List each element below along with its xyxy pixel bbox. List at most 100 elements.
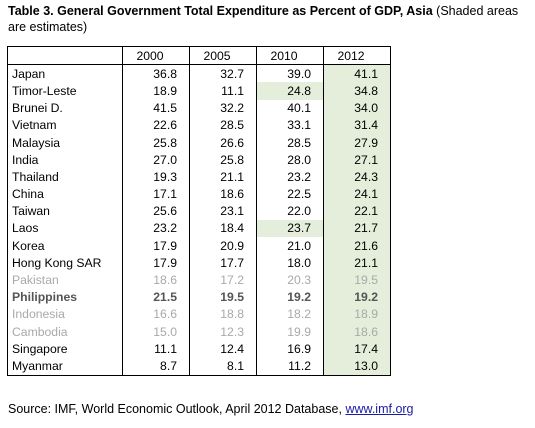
value-2010-cell: 23.7 <box>256 219 324 238</box>
value-2000-cell: 36.8 <box>122 64 190 83</box>
value-2010-cell: 40.1 <box>256 99 324 117</box>
country-cell: Laos <box>12 221 39 236</box>
country-cell: India <box>12 152 39 167</box>
country-cell: Vietnam <box>12 118 57 133</box>
country-cell: Brunei D. <box>12 101 63 116</box>
value-2010-cell: 39.0 <box>256 64 324 83</box>
value-2000-cell: 17.9 <box>122 254 190 272</box>
table-header-row: 2000 2005 2010 2012 <box>7 46 391 66</box>
value-2005-cell: 23.1 <box>189 202 257 220</box>
table-row: Vietnam 22.6 28.5 33.1 31.4 <box>8 116 391 134</box>
country-cell: Japan <box>12 66 46 81</box>
value-2000-cell: 25.6 <box>122 202 190 220</box>
value-2005-cell: 18.8 <box>189 305 257 323</box>
header-2000: 2000 <box>122 46 190 66</box>
value-2000-cell: 19.3 <box>122 168 190 186</box>
value-2010-cell: 19.9 <box>256 323 324 341</box>
table-row: Myanmar 8.7 8.1 11.2 13.0 <box>8 357 391 376</box>
table-row: Brunei D. 41.5 32.2 40.1 34.0 <box>8 99 391 117</box>
value-2012-cell: 24.1 <box>323 185 391 203</box>
country-cell: Taiwan <box>12 204 50 219</box>
table-row: Philippines 21.5 19.5 19.2 19.2 <box>8 288 391 306</box>
table-row: Laos 23.2 18.4 23.7 21.7 <box>8 219 391 238</box>
value-2012-cell: 13.0 <box>323 357 391 376</box>
expenditure-table: 2000 2005 2010 2012 Japan 36.8 32.7 39.0 41.… <box>7 46 391 376</box>
table-row: Japan 36.8 32.7 39.0 41.1 <box>8 64 391 83</box>
country-cell: Hong Kong SAR <box>12 255 102 270</box>
country-cell: Indonesia <box>12 307 65 322</box>
table-row: Pakistan 18.6 17.2 20.3 19.5 <box>8 271 391 289</box>
table-row: Cambodia 15.0 12.3 19.9 18.6 <box>8 323 391 341</box>
country-cell: Korea <box>12 238 45 253</box>
value-2012-cell: 21.7 <box>323 219 391 238</box>
value-2012-cell: 31.4 <box>323 116 391 134</box>
value-2010-cell: 19.2 <box>256 288 324 306</box>
country-cell: Malaysia <box>12 135 61 150</box>
value-2005-cell: 21.1 <box>189 168 257 186</box>
table-row: Malaysia 25.8 26.6 28.5 27.9 <box>8 133 391 152</box>
value-2010-cell: 16.9 <box>256 340 324 358</box>
value-2010-cell: 22.0 <box>256 202 324 220</box>
value-2010-cell: 20.3 <box>256 271 324 289</box>
header-2005: 2005 <box>189 46 257 66</box>
table-title-note: (Shaded areas are estimates) <box>8 4 519 34</box>
value-2010-cell: 28.5 <box>256 133 324 152</box>
value-2012-cell: 19.2 <box>323 288 391 306</box>
value-2010-cell: 28.0 <box>256 151 324 169</box>
value-2010-cell: 18.2 <box>256 305 324 323</box>
table-title: Table 3. General Government Total Expend… <box>8 3 528 35</box>
value-2012-cell: 34.0 <box>323 99 391 117</box>
value-2000-cell: 18.9 <box>122 82 190 100</box>
value-2000-cell: 16.6 <box>122 305 190 323</box>
table-row: Singapore 11.1 12.4 16.9 17.4 <box>8 340 391 358</box>
value-2005-cell: 18.4 <box>189 219 257 238</box>
country-cell: Philippines <box>12 290 78 305</box>
value-2000-cell: 21.5 <box>122 288 190 306</box>
value-2012-cell: 34.8 <box>323 82 391 100</box>
value-2000-cell: 41.5 <box>122 99 190 117</box>
value-2012-cell: 22.1 <box>323 202 391 220</box>
value-2005-cell: 8.1 <box>189 357 257 376</box>
table-row: Timor-Leste 18.9 11.1 24.8 34.8 <box>8 82 391 100</box>
source-link[interactable]: www.imf.org <box>345 402 414 416</box>
value-2005-cell: 32.7 <box>189 64 257 83</box>
value-2012-cell: 27.1 <box>323 151 391 169</box>
table-row: Hong Kong SAR 17.9 17.7 18.0 21.1 <box>8 254 391 272</box>
value-2012-cell: 17.4 <box>323 340 391 358</box>
value-2010-cell: 22.5 <box>256 185 324 203</box>
country-cell: China <box>12 187 44 202</box>
value-2012-cell: 19.5 <box>323 271 391 289</box>
value-2005-cell: 19.5 <box>189 288 257 306</box>
value-2010-cell: 24.8 <box>256 82 324 100</box>
value-2000-cell: 17.9 <box>122 237 190 255</box>
value-2000-cell: 17.1 <box>122 185 190 203</box>
value-2005-cell: 17.2 <box>189 271 257 289</box>
source-text: Source: IMF, World Economic Outlook, Apr… <box>8 402 346 416</box>
table-row: India 27.0 25.8 28.0 27.1 <box>8 151 391 169</box>
value-2000-cell: 27.0 <box>122 151 190 169</box>
country-cell: Myanmar <box>12 358 63 373</box>
value-2010-cell: 11.2 <box>256 357 324 376</box>
value-2010-cell: 21.0 <box>256 237 324 255</box>
value-2005-cell: 20.9 <box>189 237 257 255</box>
table-title-bold: Table 3. General Government Total Expend… <box>8 4 433 18</box>
value-2010-cell: 18.0 <box>256 254 324 272</box>
country-cell: Cambodia <box>12 324 68 339</box>
value-2000-cell: 18.6 <box>122 271 190 289</box>
value-2000-cell: 22.6 <box>122 116 190 134</box>
header-country <box>7 46 123 66</box>
value-2000-cell: 25.8 <box>122 133 190 152</box>
value-2005-cell: 18.6 <box>189 185 257 203</box>
table-row: China 17.1 18.6 22.5 24.1 <box>8 185 391 203</box>
value-2010-cell: 33.1 <box>256 116 324 134</box>
value-2010-cell: 23.2 <box>256 168 324 186</box>
value-2005-cell: 28.5 <box>189 116 257 134</box>
value-2005-cell: 12.3 <box>189 323 257 341</box>
value-2000-cell: 8.7 <box>122 357 190 376</box>
table-row: Korea 17.9 20.9 21.0 21.6 <box>8 237 391 255</box>
value-2000-cell: 11.1 <box>122 340 190 358</box>
value-2005-cell: 26.6 <box>189 133 257 152</box>
value-2005-cell: 25.8 <box>189 151 257 169</box>
value-2012-cell: 27.9 <box>323 133 391 152</box>
source-note: Source: IMF, World Economic Outlook, Apr… <box>8 402 414 416</box>
